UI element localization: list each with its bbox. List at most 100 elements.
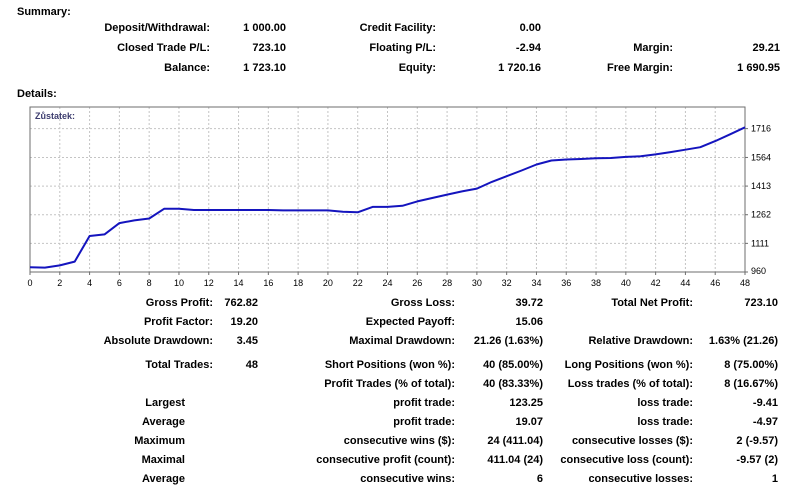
svg-text:36: 36 <box>561 278 571 288</box>
details-value: -9.57 (2) <box>736 454 778 466</box>
details-label: Average <box>141 416 185 428</box>
details-label: Short Positions (won %): <box>324 359 455 371</box>
details-value <box>693 313 778 332</box>
details-heading: Details: <box>17 88 57 100</box>
details-label <box>543 313 693 332</box>
details-value: 8 (75.00%) <box>724 359 778 371</box>
details-label: Maximal Drawdown: <box>349 335 455 347</box>
summary-value: 1 690.95 <box>737 62 780 74</box>
details-label: Profit Factor: <box>143 316 213 328</box>
details-label <box>0 375 213 394</box>
svg-text:34: 34 <box>531 278 541 288</box>
details-value: 1.63% (21.26) <box>708 335 778 347</box>
svg-text:2: 2 <box>57 278 62 288</box>
details-value: 8 (16.67%) <box>724 378 778 390</box>
details-value: 40 (85.00%) <box>483 359 543 371</box>
summary-value: -2.94 <box>515 42 541 54</box>
balance-chart: 0 2 4 6 8 10 12 14 16 18 20 22 24 26 28 30 32 34 36 38 40 42 4… <box>0 99 800 291</box>
details-label: Gross Profit: <box>145 297 213 309</box>
details-label: Relative Drawdown: <box>588 335 693 347</box>
details-value: 48 <box>245 359 258 371</box>
summary-value: 1 720.16 <box>498 62 541 74</box>
summary-row: Balance: 1 723.10 Equity: 1 720.16 Free … <box>0 58 800 78</box>
svg-text:18: 18 <box>293 278 303 288</box>
summary-value: 723.10 <box>252 42 286 54</box>
details-row: Maximal consecutive profit (count): 411.… <box>0 451 800 470</box>
details-value: 19.07 <box>515 416 543 428</box>
svg-text:12: 12 <box>204 278 214 288</box>
details-value: -4.97 <box>752 416 778 428</box>
svg-text:48: 48 <box>740 278 750 288</box>
summary-value <box>673 18 780 38</box>
svg-text:1716: 1716 <box>751 124 771 134</box>
svg-text:4: 4 <box>87 278 92 288</box>
summary-label <box>541 18 673 38</box>
details-row: Largest profit trade: 123.25 loss trade:… <box>0 394 800 413</box>
summary-label: Equity: <box>398 62 436 74</box>
svg-text:1564: 1564 <box>751 152 771 162</box>
svg-text:8: 8 <box>147 278 152 288</box>
details-value <box>213 451 258 470</box>
svg-text:26: 26 <box>412 278 422 288</box>
details-value <box>213 470 258 489</box>
summary-heading: Summary: <box>17 6 71 18</box>
details-label: consecutive wins ($): <box>343 435 455 447</box>
summary-value: 29.21 <box>752 42 780 54</box>
svg-text:22: 22 <box>353 278 363 288</box>
summary-value: 0.00 <box>519 22 541 34</box>
details-value <box>213 375 258 394</box>
svg-text:30: 30 <box>472 278 482 288</box>
details-label: Gross Loss: <box>390 297 455 309</box>
details-value: 6 <box>536 473 543 485</box>
details-label: consecutive loss (count): <box>560 454 693 466</box>
details-value: 411.04 (24) <box>487 454 543 466</box>
svg-text:44: 44 <box>680 278 690 288</box>
details-value: 1 <box>771 473 778 485</box>
details-value <box>213 394 258 413</box>
details-value <box>213 432 258 451</box>
details-label: consecutive losses: <box>588 473 693 485</box>
svg-text:40: 40 <box>621 278 631 288</box>
details-value: 762.82 <box>224 297 258 309</box>
details-label: profit trade: <box>393 416 455 428</box>
details-label: Maximum <box>134 435 185 447</box>
details-label: Total Net Profit: <box>611 297 693 309</box>
summary-label: Floating P/L: <box>369 42 436 54</box>
details-value: 19.20 <box>230 316 258 328</box>
details-row: Profit Factor: 19.20 Expected Payoff: 15… <box>0 313 800 332</box>
details-value: 21.26 (1.63%) <box>473 335 543 347</box>
svg-text:46: 46 <box>710 278 720 288</box>
summary-label: Margin: <box>633 42 673 54</box>
details-label: consecutive losses ($): <box>571 435 693 447</box>
details-label: loss trade: <box>637 397 693 409</box>
details-row: Maximum consecutive wins ($): 24 (411.04… <box>0 432 800 451</box>
svg-text:32: 32 <box>502 278 512 288</box>
details-row: Average profit trade: 19.07 loss trade: … <box>0 413 800 432</box>
details-label: consecutive wins: <box>360 473 455 485</box>
summary-label: Balance: <box>164 62 210 74</box>
svg-text:10: 10 <box>174 278 184 288</box>
details-value: -9.41 <box>752 397 778 409</box>
svg-text:42: 42 <box>651 278 661 288</box>
summary-label: Deposit/Withdrawal: <box>104 22 210 34</box>
details-value: 2 (-9.57) <box>736 435 778 447</box>
details-value: 15.06 <box>515 316 543 328</box>
chart-legend-label: Zůstatek: <box>35 111 76 121</box>
summary-label: Credit Facility: <box>359 22 436 34</box>
svg-text:16: 16 <box>263 278 273 288</box>
details-label: Loss trades (% of total): <box>567 378 693 390</box>
summary-value: 1 000.00 <box>243 22 286 34</box>
details-value <box>213 413 258 432</box>
svg-text:24: 24 <box>382 278 392 288</box>
details-label: loss trade: <box>637 416 693 428</box>
svg-text:20: 20 <box>323 278 333 288</box>
details-value: 24 (411.04) <box>487 435 543 447</box>
details-value: 123.25 <box>509 397 543 409</box>
details-label: profit trade: <box>393 397 455 409</box>
details-row: Gross Profit: 762.82 Gross Loss: 39.72 T… <box>0 294 800 313</box>
details-label: Total Trades: <box>145 359 213 371</box>
details-label: Largest <box>145 397 185 409</box>
svg-text:6: 6 <box>117 278 122 288</box>
summary-label: Closed Trade P/L: <box>117 42 210 54</box>
